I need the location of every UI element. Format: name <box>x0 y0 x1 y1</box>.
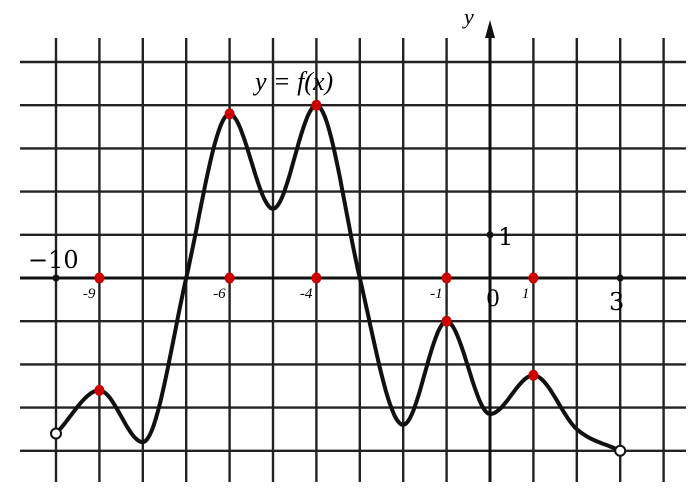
highlight-point <box>441 272 452 284</box>
y-axis-label: y <box>462 4 474 29</box>
highlight-point <box>528 369 539 381</box>
x-tick-label: -1 <box>430 286 443 302</box>
highlight-point <box>94 384 105 396</box>
marked-points <box>50 99 627 457</box>
function-curve <box>54 103 622 453</box>
x-label-minus-10: −10 <box>28 246 79 274</box>
highlight-point <box>311 99 322 111</box>
open-endpoint <box>50 427 62 440</box>
y-label-1: 1 <box>498 223 513 251</box>
y-axis-arrow-icon <box>485 20 495 38</box>
grid <box>20 38 686 482</box>
origin-label: 0 <box>486 287 500 312</box>
highlight-point <box>441 315 452 327</box>
axis-tick-dot <box>486 231 494 239</box>
highlight-point <box>94 272 105 284</box>
x-tick-label: -4 <box>300 286 313 302</box>
x-tick-label: 1 <box>522 286 530 302</box>
highlight-point <box>224 272 235 284</box>
x-label-3: 3 <box>609 288 624 316</box>
x-tick-label: -9 <box>83 286 96 302</box>
highlight-point <box>311 272 322 284</box>
open-endpoint <box>614 444 627 457</box>
axis-tick-dot <box>52 274 60 282</box>
highlight-point <box>528 272 539 284</box>
x-tick-label: -6 <box>213 286 226 302</box>
highlight-point <box>224 108 235 120</box>
chart-title: y = f(x) <box>252 67 333 96</box>
axis-tick-dot <box>616 274 624 282</box>
marked-x-labels: -9 -6 -4 -1 1 <box>83 286 530 302</box>
axes <box>20 20 686 482</box>
